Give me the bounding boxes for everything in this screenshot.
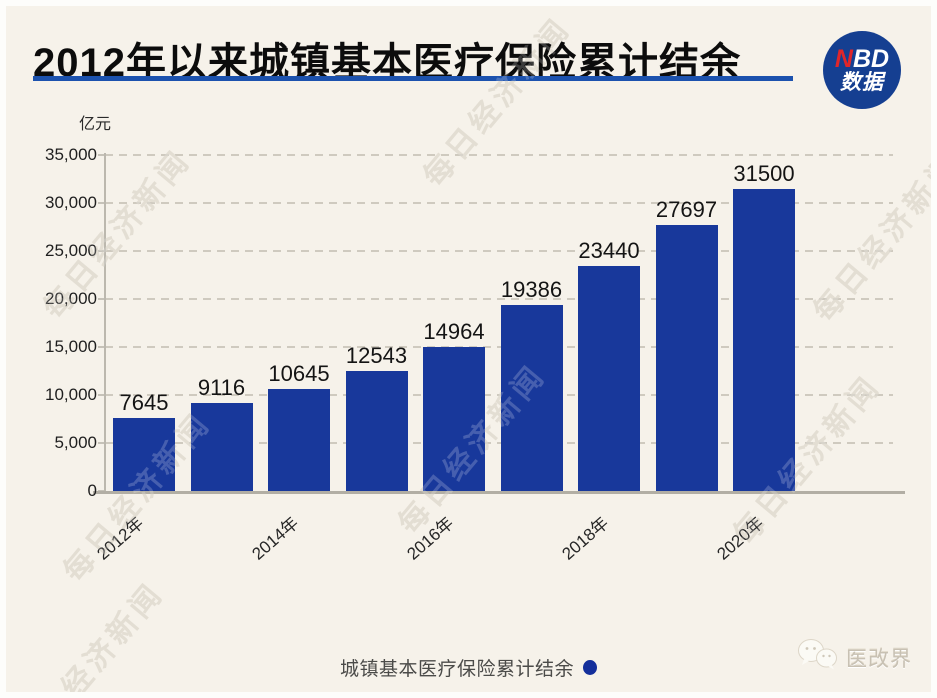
gridline <box>105 202 893 204</box>
bar-2013年 <box>190 403 253 491</box>
bar-value-label: 31500 <box>733 160 795 186</box>
y-axis-tick-label: 30,000 <box>45 193 97 212</box>
bar-2015年 <box>345 370 408 491</box>
gridline <box>105 154 893 156</box>
bar-value-label: 23440 <box>578 237 640 263</box>
bar-2012年 <box>113 417 175 491</box>
y-axis-tick-mark <box>98 250 105 252</box>
chart-legend: 城镇基本医疗保险累计结余 <box>0 654 937 681</box>
bar-value-label: 14964 <box>423 319 485 345</box>
bar-value-label: 9116 <box>197 375 246 401</box>
wechat-icon <box>797 638 839 677</box>
bar-value-label: 12543 <box>345 342 408 368</box>
title-underline <box>33 76 793 81</box>
bar-value-label: 19386 <box>500 276 563 302</box>
y-axis-tick-label: 10,000 <box>45 385 97 404</box>
nbd-data-logo: NBD 数据 <box>823 31 901 109</box>
x-axis-tick-label: 2018年 <box>558 513 613 564</box>
x-axis-tick-label: 2014年 <box>248 513 303 564</box>
y-axis-tick-label: 15,000 <box>45 337 97 356</box>
nbd-logo-text: NBD <box>834 44 890 73</box>
y-axis-tick-label: 35,000 <box>45 145 97 164</box>
y-axis-tick-mark <box>98 442 105 444</box>
wechat-watermark: 医改界 <box>797 638 912 677</box>
bar-value-label: 7645 <box>119 389 169 415</box>
legend-label: 城镇基本医疗保险累计结余 <box>339 659 574 680</box>
y-axis-unit-label: 亿元 <box>79 116 112 133</box>
y-axis-tick-mark <box>98 346 105 348</box>
y-axis-tick-mark <box>98 394 105 396</box>
gridline <box>105 346 893 348</box>
y-axis-tick-label: 5,000 <box>54 433 97 452</box>
diagonal-watermark-text: 每日经济新闻 <box>807 146 937 329</box>
wechat-watermark-text: 医改界 <box>846 647 912 671</box>
bar-2017年 <box>500 304 563 491</box>
gridline <box>105 442 893 444</box>
y-axis-tick-mark <box>98 298 105 300</box>
nbd-logo-n: N <box>834 44 853 73</box>
y-axis-tick-label: 0 <box>87 481 97 500</box>
bar-2020年 <box>733 188 795 491</box>
bar-2016年 <box>423 347 485 491</box>
gridline <box>105 394 893 396</box>
legend-marker-dot <box>583 660 597 675</box>
bar-2019年 <box>655 225 718 491</box>
bar-value-label: 10645 <box>268 360 330 386</box>
y-axis-tick-label: 25,000 <box>45 241 97 260</box>
y-axis-tick-label: 20,000 <box>45 289 97 308</box>
y-axis-line <box>104 153 106 493</box>
y-axis-tick-mark <box>98 202 105 204</box>
nbd-logo-subtext: 数据 <box>840 71 884 95</box>
bar-2014年 <box>268 388 330 491</box>
gridline <box>105 298 893 300</box>
diagonal-watermark-text: 每日经济新闻 <box>807 146 937 329</box>
nbd-logo-bd: BD <box>852 44 890 73</box>
bar-value-label: 27697 <box>655 197 718 223</box>
x-axis-tick-label: 2020年 <box>713 513 768 564</box>
x-axis-tick-label: 2016年 <box>403 513 458 564</box>
bar-2018年 <box>578 265 640 491</box>
x-axis-line <box>93 491 905 494</box>
x-axis-tick-label: 2012年 <box>93 513 148 564</box>
y-axis-tick-mark <box>98 154 105 156</box>
gridline <box>105 250 893 252</box>
